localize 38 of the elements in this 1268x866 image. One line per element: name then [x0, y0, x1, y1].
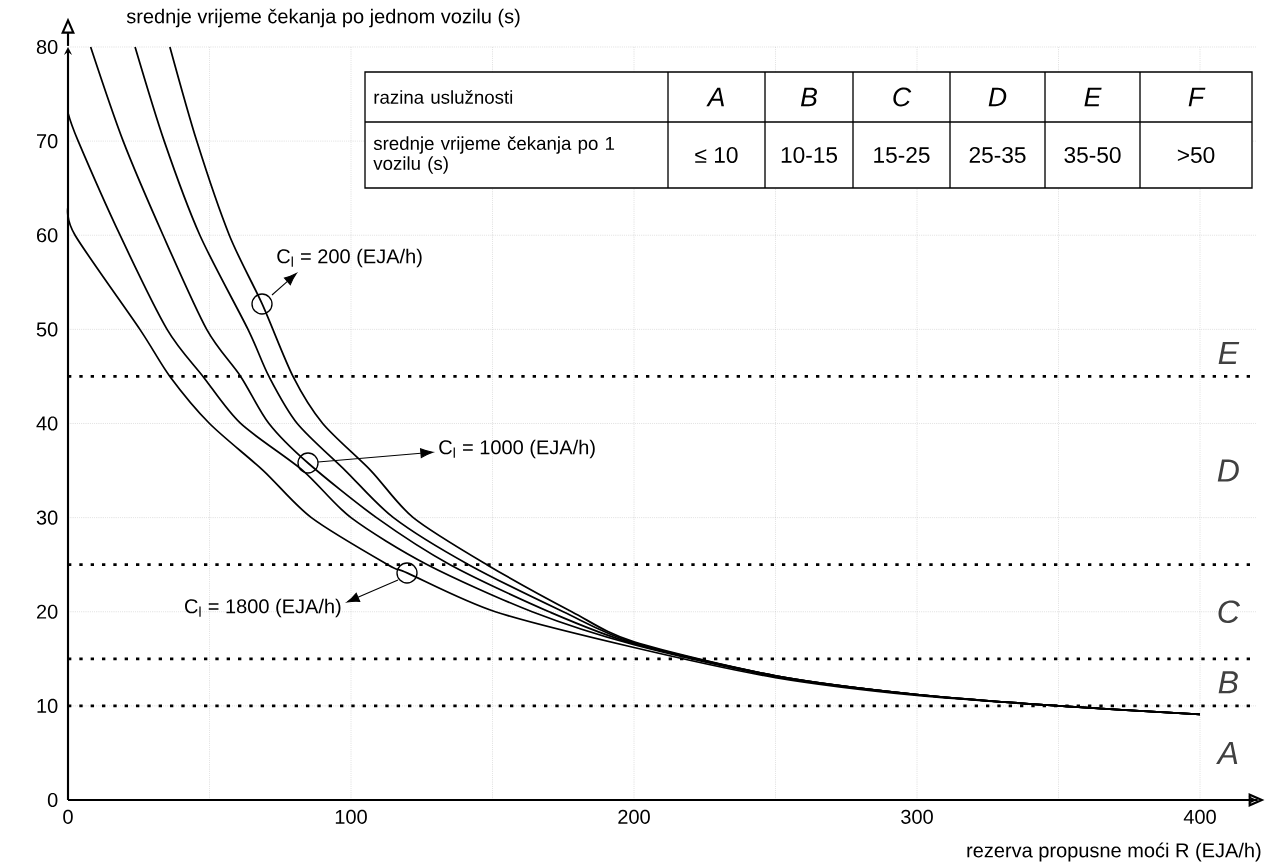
- annotation: F: [1188, 87, 1206, 107]
- annotation: E: [1084, 87, 1102, 107]
- y-tick-label: 70: [37, 134, 58, 149]
- x-tick-label: 300: [901, 809, 933, 824]
- annotation: C$_{l}$ = 200 (EJA/h): [277, 248, 422, 268]
- annotation: D: [1217, 459, 1239, 482]
- y-tick-label: 50: [36, 322, 58, 337]
- annotation: 35-50: [1064, 146, 1121, 164]
- annotation: >50: [1177, 146, 1215, 164]
- annotation: 15-25: [874, 146, 930, 164]
- annotation: 10-15: [781, 146, 838, 164]
- y-axis-title: srednje vrijeme čekanja po jednom vozilu (s): [126, 8, 520, 28]
- y-tick-label: 60: [37, 228, 58, 243]
- y-tick-label: 20: [36, 604, 58, 619]
- y-tick-label: 10: [37, 698, 58, 713]
- y-tick-label: 80: [36, 39, 58, 55]
- annotation: C: [1218, 600, 1241, 624]
- annotation: A: [706, 87, 724, 107]
- annotation: srednje vrijeme čekanja po 1 vozilu (s): [373, 136, 615, 174]
- annotation: B: [800, 87, 817, 107]
- annotation: C: [893, 87, 912, 107]
- annotation: ≤ 10: [695, 146, 738, 164]
- annotation: C$_{l}$ = 1000 (EJA/h): [439, 439, 595, 459]
- x-tick-label: 400: [1183, 809, 1216, 824]
- y-tick-label: 30: [36, 510, 58, 525]
- x-tick-label: 100: [335, 809, 367, 824]
- annotation: E: [1218, 341, 1240, 364]
- x-axis-title: rezerva propusne moći R (EJA/h): [967, 842, 1261, 862]
- y-tick-label: 40: [36, 416, 58, 431]
- annotation: B: [1218, 671, 1238, 694]
- annotation: 25-35: [969, 146, 1026, 164]
- annotation: D: [988, 87, 1007, 107]
- annotation: A: [1216, 741, 1238, 764]
- annotation: razina uslužnosti: [374, 90, 513, 104]
- y-tick-label: 0: [47, 792, 58, 808]
- x-tick-label: 0: [63, 809, 73, 824]
- x-tick-label: 200: [618, 809, 650, 824]
- annotation: C$_{l}$ = 1800 (EJA/h): [185, 598, 341, 618]
